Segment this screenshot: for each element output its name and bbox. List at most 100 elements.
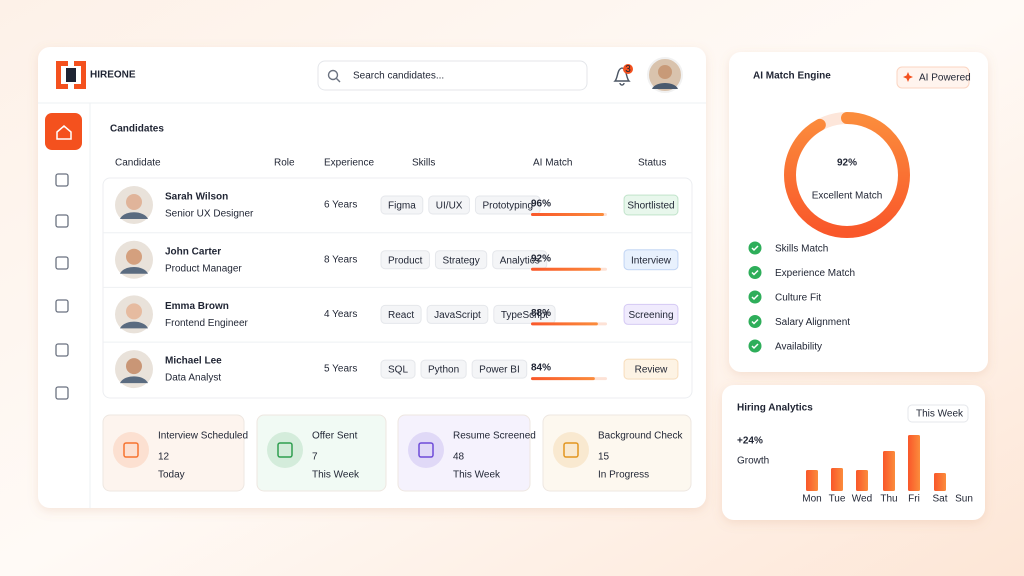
check-mark	[751, 318, 759, 325]
ai-match-bar	[531, 322, 598, 326]
stat-value: 7	[312, 452, 318, 463]
notification-count: 3	[625, 64, 631, 75]
column-header: Status	[638, 158, 666, 169]
skill-chip	[434, 250, 488, 270]
stat-icon	[563, 442, 579, 458]
skill-chip	[420, 359, 467, 379]
candidate-experience: 6 Years	[324, 200, 357, 211]
stat-card	[256, 414, 387, 492]
status-chip	[623, 194, 679, 216]
analytics-bar	[831, 468, 843, 491]
status-text: Interview	[631, 255, 672, 266]
ai-badge-icon	[903, 72, 913, 82]
day-label: Wed	[852, 494, 872, 505]
skill-chip	[380, 195, 424, 215]
stat-icon-bg	[553, 432, 589, 468]
nav-icon[interactable]	[55, 256, 69, 270]
growth-label: Growth	[737, 456, 769, 467]
nav-icon[interactable]	[55, 299, 69, 313]
candidate-avatar-body	[120, 376, 148, 384]
skill-chip-text: SQL	[388, 365, 408, 376]
skill-chip	[471, 359, 528, 379]
skill-chip-text: Python	[428, 365, 459, 376]
analytics-bar	[806, 470, 818, 491]
analytics-bar	[883, 451, 895, 491]
growth: +24%	[737, 436, 763, 447]
user-avatar-body	[652, 83, 678, 89]
nav-home-active[interactable]	[45, 113, 82, 150]
day-label: Mon	[802, 494, 821, 505]
stat-title: Interview Scheduled	[158, 431, 248, 442]
skill-chip	[493, 304, 556, 324]
analytics-bar	[934, 473, 946, 491]
column-header: Skills	[412, 158, 435, 169]
analytics-bar	[856, 470, 868, 491]
candidate-role: Product Manager	[165, 263, 242, 274]
search-icon	[327, 69, 339, 81]
column-header: Experience	[324, 158, 374, 169]
skill-chip	[380, 304, 422, 324]
analytics-title: Hiring Analytics	[737, 403, 813, 414]
stat-title: Offer Sent	[312, 431, 358, 442]
section-title: Candidates	[110, 124, 164, 135]
status-chip	[623, 358, 679, 380]
skill-chip-text: JavaScript	[434, 310, 481, 321]
check-mark	[751, 269, 759, 276]
search-box[interactable]	[317, 60, 588, 91]
skill-chip-text: TypeScript	[501, 310, 548, 321]
check-mark	[751, 294, 759, 301]
candidate-name: Sarah Wilson	[165, 192, 228, 203]
skill-chip-text: Strategy	[442, 255, 479, 266]
column-header: AI Match	[533, 158, 572, 169]
day-label: Sun	[955, 494, 973, 505]
column-header: Candidate	[115, 158, 161, 169]
stat-title: Background Check	[598, 431, 683, 442]
check-mark	[751, 343, 759, 350]
skill-chip	[380, 250, 430, 270]
candidate-experience: 8 Years	[324, 254, 357, 265]
user-avatar-face	[658, 65, 672, 79]
stat-card	[397, 414, 531, 492]
skill-chip-text: Analytics	[500, 255, 540, 266]
skill-chip	[426, 304, 489, 324]
stat-value: 15	[598, 452, 610, 463]
skill-chip-text: Figma	[388, 201, 416, 212]
nav-icon[interactable]	[55, 343, 69, 357]
status-text: Screening	[628, 310, 673, 321]
stat-card	[102, 414, 245, 492]
column-header: Role	[274, 158, 295, 169]
status-text: Review	[635, 365, 669, 376]
criterion: Salary Alignment	[775, 317, 850, 328]
stat-note: Today	[158, 470, 185, 481]
skill-chip	[380, 359, 416, 379]
skill-chip	[492, 250, 548, 270]
status-chip	[623, 303, 679, 325]
stat-icon	[418, 442, 434, 458]
candidate-avatar-body	[120, 266, 148, 274]
candidate-avatar-face	[126, 194, 142, 210]
bell-icon[interactable]	[613, 67, 631, 86]
ai-card	[729, 52, 988, 372]
skill-chip-text: Prototyping	[482, 201, 533, 212]
skill-chip-text: UI/UX	[436, 201, 463, 212]
day-label: Tue	[829, 494, 846, 505]
ai-match-label: 92%	[531, 253, 551, 264]
criterion: Availability	[775, 342, 822, 353]
stat-icon	[277, 442, 293, 458]
search-placeholder: Search candidates...	[353, 71, 444, 82]
period-dropdown[interactable]	[907, 404, 969, 423]
skill-chip	[428, 195, 470, 215]
stat-icon-bg	[408, 432, 444, 468]
nav-icon[interactable]	[55, 214, 69, 228]
candidate-role: Frontend Engineer	[165, 318, 249, 329]
analytics-bar	[908, 435, 920, 491]
status-text: Shortlisted	[627, 201, 674, 212]
nav-icon[interactable]	[55, 173, 69, 187]
nav-icon[interactable]	[55, 386, 69, 400]
score-ring	[784, 112, 910, 238]
stat-note: In Progress	[598, 470, 649, 481]
ai-title: AI Match Engine	[753, 71, 831, 82]
stat-title: Resume Screened	[453, 431, 536, 442]
candidate-role: Data Analyst	[165, 373, 221, 384]
